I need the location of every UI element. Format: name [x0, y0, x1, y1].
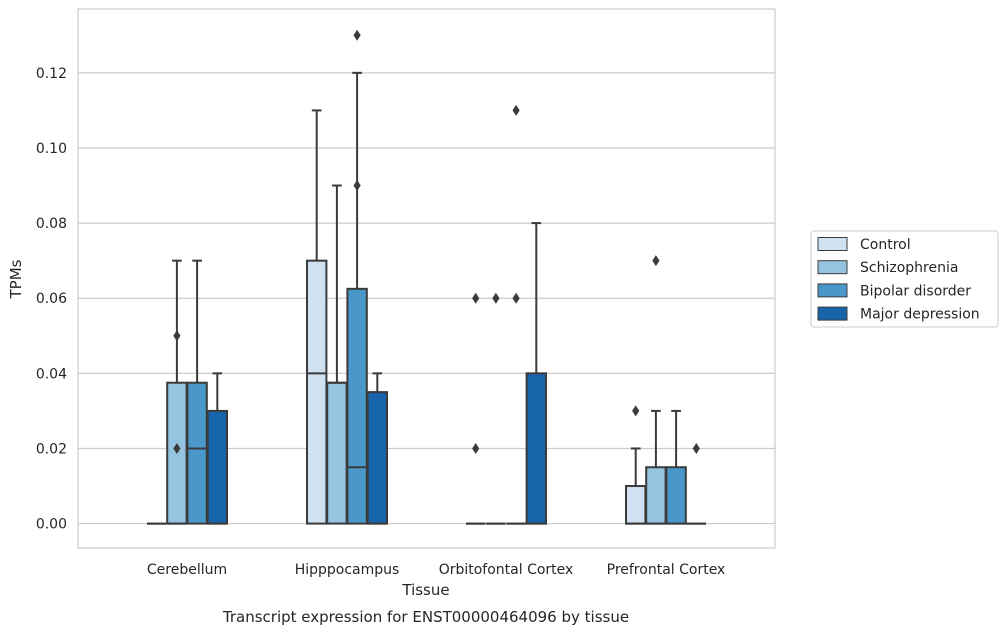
y-axis-title: TPMs [7, 259, 25, 299]
legend-label: Schizophrenia [860, 260, 958, 276]
box-iqr [206, 409, 229, 525]
legend-frame [810, 230, 999, 328]
y-tick-label: 0.00 [36, 517, 67, 533]
box-iqr [665, 466, 687, 525]
box-schizophrenia [166, 259, 188, 525]
outlier-marker [632, 405, 640, 417]
legend-label: Control [860, 237, 911, 253]
legend-swatch [817, 306, 848, 321]
y-tick-label: 0.10 [36, 141, 67, 157]
y-tick-label: 0.06 [36, 291, 67, 307]
outlier-marker [512, 104, 520, 116]
box-iqr [525, 372, 547, 525]
box-major-depression [525, 222, 547, 525]
outlier-marker [353, 29, 361, 41]
box-iqr [346, 287, 368, 525]
box-iqr [306, 259, 328, 525]
box-iqr [625, 485, 647, 525]
figure-caption: Transcript expression for ENST0000046409… [222, 608, 629, 626]
box-iqr [366, 391, 389, 525]
outlier-marker [692, 442, 700, 454]
outlier-marker [472, 292, 480, 304]
legend-swatch [817, 260, 848, 275]
box-iqr [186, 381, 208, 525]
box-major-depression [686, 442, 706, 525]
x-tick-label: Prefrontal Cortex [607, 562, 726, 578]
box-bipolar-disorder [186, 259, 208, 525]
box-groups [147, 29, 706, 525]
legend-swatch [817, 237, 848, 251]
legend: Control Schizophrenia Bipolar disorder Majo… [810, 230, 999, 328]
outlier-marker [173, 330, 181, 342]
box-major-depression [366, 372, 389, 525]
legend-label: Bipolar disorder [860, 283, 971, 299]
y-tick-label: 0.08 [36, 216, 67, 232]
x-axis-title: Tissue [401, 581, 449, 599]
outlier-marker [652, 255, 660, 267]
box-control [306, 109, 328, 525]
outlier-marker [512, 292, 520, 304]
outlier-marker [353, 180, 361, 192]
y-tick-label: 0.04 [36, 366, 67, 382]
box-control [625, 405, 647, 525]
box-iqr [326, 381, 348, 525]
box-iqr [645, 466, 667, 525]
box-schizophrenia [645, 255, 667, 525]
y-tick-label: 0.12 [36, 66, 67, 82]
x-tick-label: Cerebellum [147, 562, 227, 578]
outlier-marker [173, 442, 181, 454]
box-control [466, 292, 486, 525]
x-tick-label: Orbitofontal Cortex [439, 562, 574, 578]
y-tick-labels: 0.00 0.02 0.04 0.06 0.08 0.10 0.12 [36, 66, 67, 533]
box-major-depression [206, 372, 229, 525]
legend-label: Major depression [860, 307, 980, 323]
x-tick-labels: Cerebellum Hipppocampus Orbitofontal Corte… [147, 562, 725, 578]
box-bipolar-disorder [506, 104, 526, 525]
outlier-marker [472, 442, 480, 454]
box-schizophrenia [326, 184, 348, 525]
box-bipolar-disorder [346, 29, 368, 525]
outlier-marker [492, 292, 500, 304]
plot-frame [77, 8, 776, 549]
box-schizophrenia [486, 292, 506, 525]
y-tick-label: 0.02 [36, 441, 67, 457]
x-tick-label: Hipppocampus [295, 562, 400, 578]
box-bipolar-disorder [665, 409, 687, 525]
legend-swatch [817, 283, 848, 298]
